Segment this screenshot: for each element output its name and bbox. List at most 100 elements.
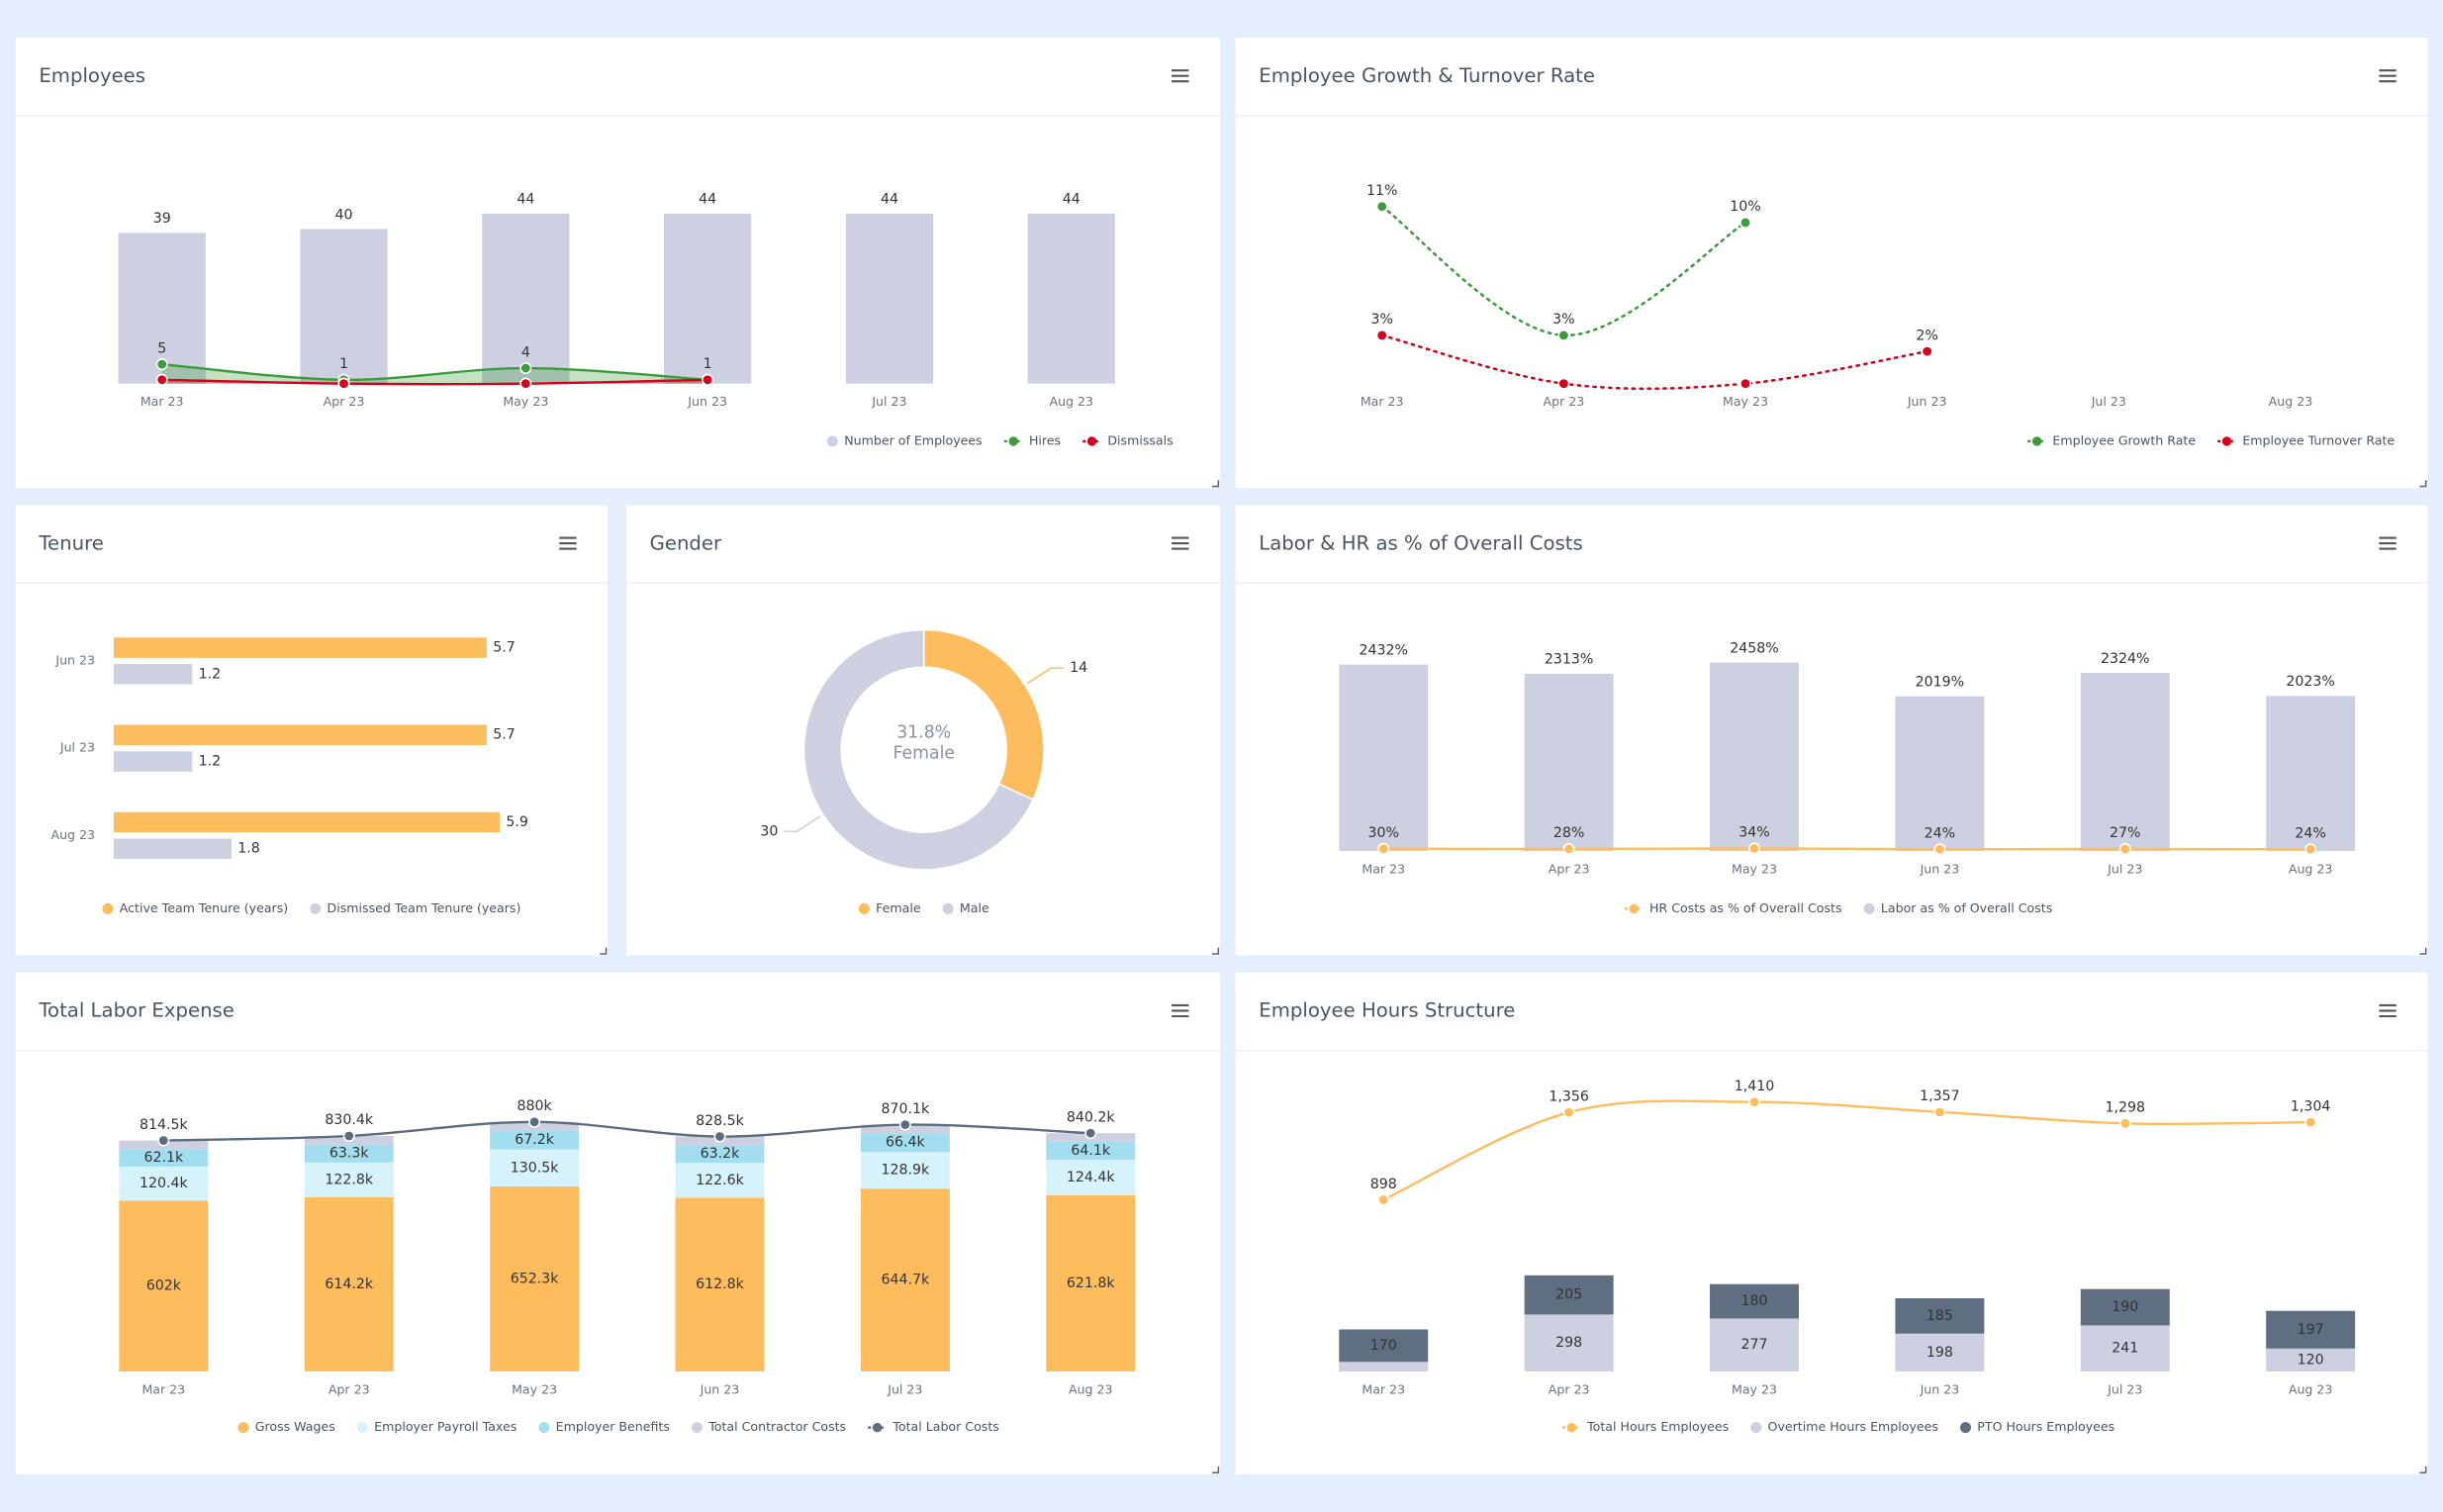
leader-line: [784, 815, 821, 833]
data-label: 4: [521, 344, 530, 360]
x-tick-label: Mar 23: [141, 1381, 185, 1396]
point: [1748, 1095, 1761, 1108]
bar: [304, 1162, 394, 1197]
point: [342, 1130, 355, 1142]
resize-handle: [2419, 1466, 2427, 1474]
bar: [1710, 1318, 1799, 1371]
legend: Female Male: [858, 900, 989, 915]
data-label: 120: [2298, 1352, 2324, 1368]
panel-background: [1235, 505, 2428, 956]
legend-marker: [310, 902, 322, 914]
x-tick-label: May 23: [1732, 861, 1777, 876]
point: [1748, 842, 1761, 855]
data-label: 870.1k: [881, 1101, 930, 1117]
bar: [119, 1200, 209, 1371]
legend-item: Overtime Hours Employees: [1750, 1419, 1938, 1434]
legend-item: Employee Growth Rate: [2027, 432, 2196, 447]
data-label: 180: [1741, 1293, 1768, 1309]
legend-label: Gross Wages: [255, 1419, 335, 1434]
x-tick-label: Jun 23: [1920, 861, 1960, 876]
bar: [664, 213, 752, 384]
panel-title: Employee Growth & Turnover Rate: [1259, 64, 1595, 87]
point: [155, 358, 168, 371]
legend: HR Costs as % of Overall Costs Labor as %…: [1624, 900, 2052, 915]
x-tick-label: Mar 23: [1361, 394, 1404, 409]
data-label: 44: [1063, 192, 1081, 208]
x-tick-label: Jun 23: [687, 394, 727, 409]
panel-title: Tenure: [38, 531, 103, 554]
menu-button[interactable]: [1172, 69, 1189, 83]
data-label: 5.9: [506, 814, 528, 830]
legend-marker: [102, 902, 114, 914]
legend-marker: [1086, 436, 1097, 446]
legend-label: Employee Turnover Rate: [2242, 432, 2395, 447]
data-label: 190: [2112, 1299, 2138, 1315]
point: [1933, 843, 1946, 856]
bar: [490, 1130, 580, 1150]
data-label: 840.2k: [1067, 1109, 1116, 1125]
bar: [300, 229, 388, 384]
legend-marker: [2031, 436, 2042, 446]
data-label: 67.2k: [515, 1132, 555, 1148]
data-label: 1,304: [2291, 1098, 2331, 1114]
data-label: 1.8: [237, 841, 260, 857]
bar: [860, 1133, 950, 1153]
legend-marker: [2221, 436, 2232, 446]
bar: [119, 1149, 209, 1167]
legend-marker: [1008, 436, 1018, 446]
legend-marker: [1566, 1422, 1577, 1433]
data-label: 2324%: [2101, 651, 2149, 667]
point: [1739, 377, 1752, 390]
data-label: 2023%: [2286, 674, 2334, 690]
legend-marker: [356, 1422, 368, 1434]
legend-label: PTO Hours Employees: [1977, 1419, 2114, 1434]
line: [163, 1120, 1091, 1142]
bar: [113, 664, 193, 685]
legend-marker: [1750, 1422, 1762, 1434]
point: [1377, 842, 1390, 855]
legend-marker: [538, 1422, 550, 1434]
x-tick-label: Jun 23: [1920, 1381, 1960, 1396]
center-label: 31.8%: [896, 722, 951, 742]
data-label: 28%: [1553, 825, 1584, 841]
bar: [1895, 696, 1985, 852]
menu-button[interactable]: [2379, 69, 2396, 83]
panel: Employee Hours Structure Mar 23 Apr 23 May …: [1235, 972, 2428, 1474]
bar: [2266, 1348, 2356, 1371]
point: [702, 373, 714, 386]
x-tick-label: Aug 23: [2289, 1381, 2333, 1396]
resize-handle: [1212, 947, 1220, 955]
data-label: 39: [153, 211, 171, 227]
data-label: 170: [1370, 1338, 1397, 1354]
data-label: 63.2k: [701, 1146, 741, 1162]
panel: Tenure Jun 23 5.7 1.2 Jul 23 5.7 1.2 Aug 23 5.9 1…: [15, 505, 609, 956]
legend-item: Number of Employees: [826, 432, 983, 447]
point: [1739, 216, 1752, 229]
bar: [1046, 1141, 1136, 1161]
bar: [1524, 1314, 1614, 1371]
point: [155, 373, 168, 386]
data-label: 122.8k: [325, 1172, 374, 1187]
x-tick-label: May 23: [1723, 394, 1768, 409]
line: [1382, 1099, 2311, 1201]
legend-item: PTO Hours Employees: [1959, 1419, 2114, 1434]
menu-button[interactable]: [1172, 1003, 1189, 1017]
menu-button[interactable]: [1172, 536, 1189, 550]
menu-button[interactable]: [559, 536, 577, 550]
x-tick-label: Aug 23: [2269, 394, 2313, 409]
area-shade: [161, 364, 708, 384]
point: [2118, 842, 2131, 855]
legend-label: Dismissals: [1107, 432, 1173, 447]
data-label: 602k: [146, 1278, 182, 1294]
legend-item: Gross Wages: [237, 1419, 335, 1434]
data-label: 24%: [1925, 825, 1955, 841]
menu-button[interactable]: [2379, 1003, 2396, 1017]
data-label: 10%: [1730, 199, 1760, 215]
data-label: 828.5k: [696, 1113, 745, 1129]
menu-button[interactable]: [2379, 536, 2396, 550]
data-label: 1,357: [1920, 1088, 1960, 1104]
data-label: 34%: [1738, 825, 1769, 841]
panel: Employee Growth & Turnover Rate Mar 23 Apr…: [1235, 38, 2428, 489]
